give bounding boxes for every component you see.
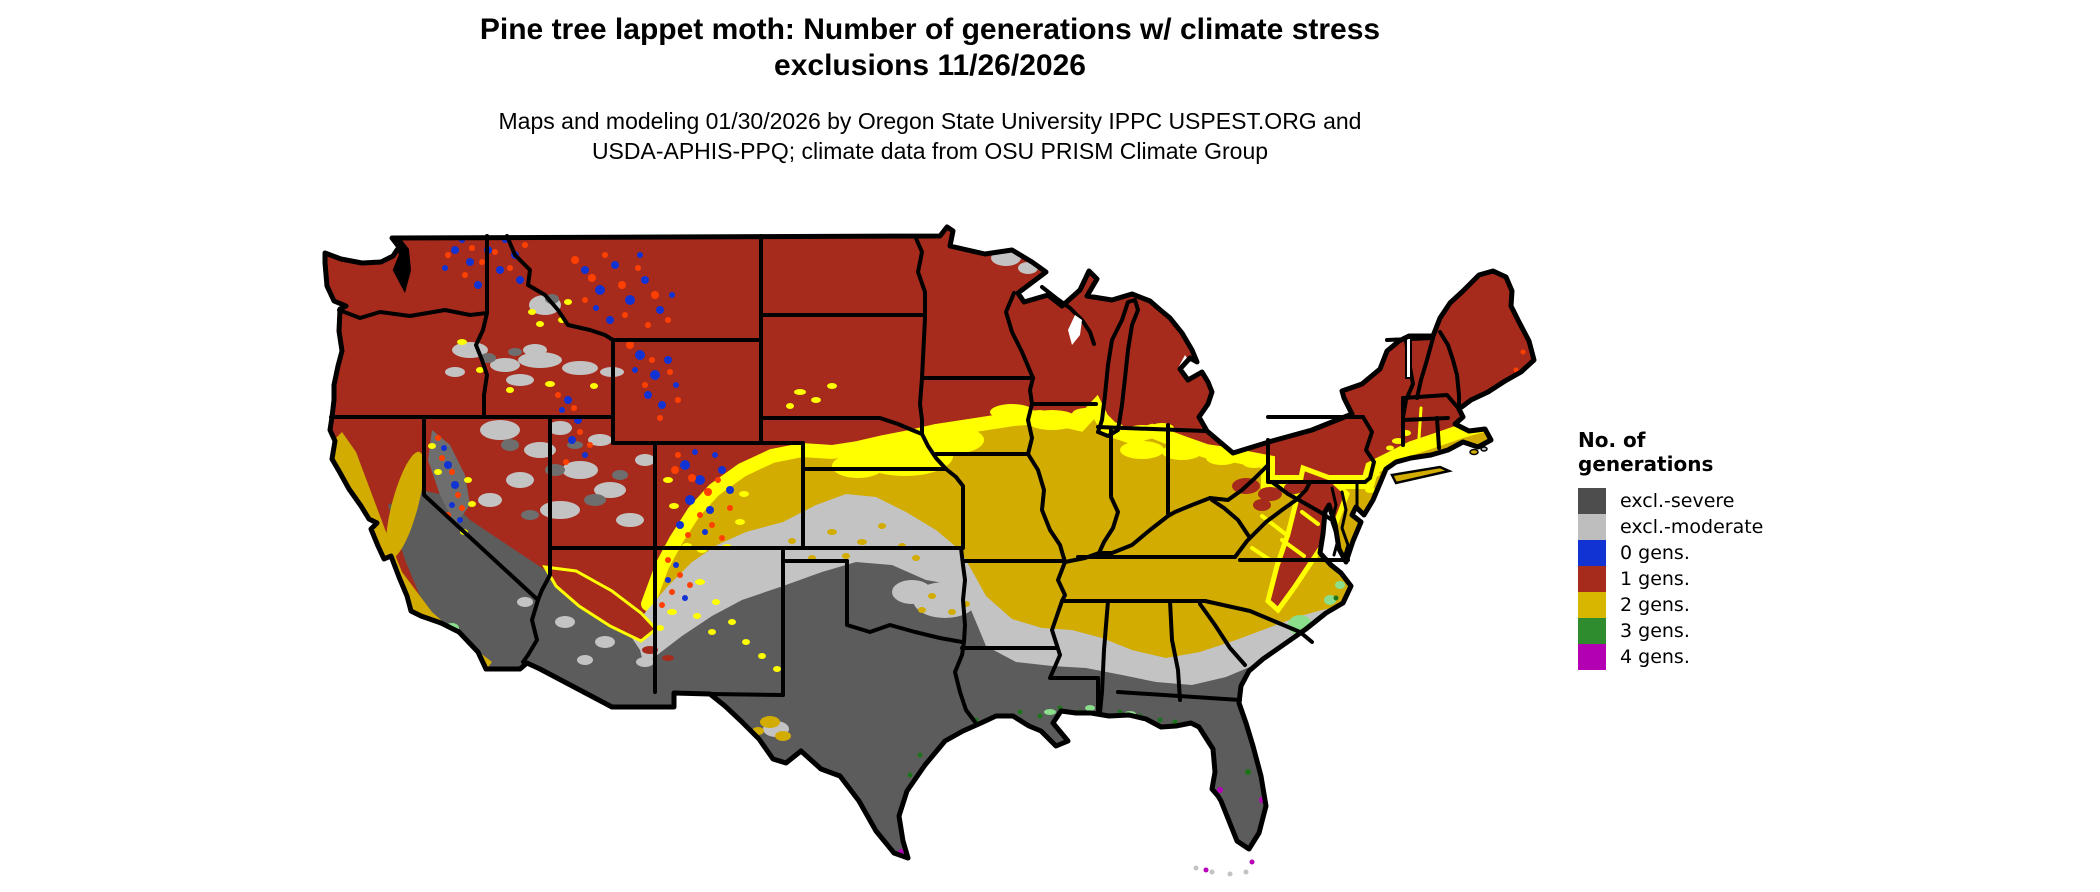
legend-swatch-2-gens: [1578, 592, 1606, 618]
legend-label-excl-moderate: excl.-moderate: [1620, 516, 1764, 538]
legend-item-0-gens: 0 gens.: [1578, 540, 1763, 566]
blue-specks: [441, 237, 734, 601]
legend-item-4-gens: 4 gens.: [1578, 644, 1763, 670]
legend-label-4-gens: 4 gens.: [1620, 646, 1690, 668]
legend-swatch-0-gens: [1578, 540, 1606, 566]
legend: No. of generations excl.-severe excl.-mo…: [1578, 428, 1763, 670]
legend-item-2-gens: 2 gens.: [1578, 592, 1763, 618]
header: Pine tree lappet moth: Number of generat…: [0, 12, 1860, 166]
legend-title-line1: No. of: [1578, 428, 1646, 452]
region-mogollon-red: [542, 565, 659, 643]
legend-label-0-gens: 0 gens.: [1620, 542, 1690, 564]
legend-label-2-gens: 2 gens.: [1620, 594, 1690, 616]
legend-label-3-gens: 3 gens.: [1620, 620, 1690, 642]
long-island: [1390, 465, 1453, 485]
legend-swatch-4-gens: [1578, 644, 1606, 670]
nantucket: [1480, 446, 1488, 452]
puget-sound: [392, 238, 412, 294]
marthas-vineyard: [1469, 448, 1479, 456]
florida-keys: [1193, 859, 1255, 877]
legend-item-excl-severe: excl.-severe: [1578, 488, 1763, 514]
subtitle: Maps and modeling 01/30/2026 by Oregon S…: [0, 106, 1860, 166]
green-bay: [1068, 315, 1082, 345]
page-title-line1: Pine tree lappet moth: Number of generat…: [479, 13, 1381, 46]
lake-michigan: [1096, 298, 1140, 438]
legend-label-1-gens: 1 gens.: [1620, 568, 1690, 590]
legend-item-excl-moderate: excl.-moderate: [1578, 514, 1763, 540]
lake-champlain: [1405, 337, 1412, 379]
legend-label-excl-severe: excl.-severe: [1620, 490, 1735, 512]
az-red-patch-2: [662, 655, 674, 661]
state-borders: [329, 234, 1461, 724]
page-title-line2: exclusions 11/26/2026: [774, 49, 1086, 82]
region-sierra-gray: [428, 430, 470, 525]
legend-swatch-3-gens: [1578, 618, 1606, 644]
legend-swatch-1-gens: [1578, 566, 1606, 592]
legend-swatch-excl-moderate: [1578, 514, 1606, 540]
legend-title-line2: generations: [1578, 452, 1714, 476]
legend-swatch-excl-severe: [1578, 488, 1606, 514]
subtitle-line2: USDA-APHIS-PPQ; climate data from OSU PR…: [591, 138, 1269, 164]
subtitle-line1: Maps and modeling 01/30/2026 by Oregon S…: [498, 108, 1362, 134]
legend-title: No. of generations: [1578, 428, 1763, 476]
magenta-specks: [898, 787, 1268, 858]
legend-item-1-gens: 1 gens.: [1578, 566, 1763, 592]
us-outline: [322, 224, 1537, 861]
legend-item-3-gens: 3 gens.: [1578, 618, 1763, 644]
